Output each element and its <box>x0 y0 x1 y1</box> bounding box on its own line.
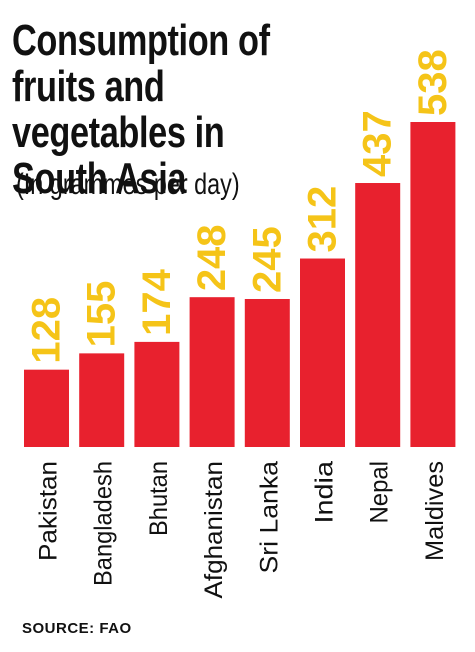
category-label: Maldives <box>421 461 449 561</box>
bar-india <box>300 258 345 447</box>
value-label: 128 <box>25 297 69 364</box>
bar-nepal <box>355 183 401 448</box>
bar-maldives <box>410 122 456 447</box>
value-label: 174 <box>135 268 179 335</box>
bar-bhutan <box>134 341 180 447</box>
value-label: 248 <box>190 224 234 291</box>
bar-pakistan <box>24 369 69 447</box>
source-note: SOURCE: FAO <box>22 620 132 637</box>
value-label: 155 <box>80 281 124 348</box>
category-label: Sri Lanka <box>255 461 283 574</box>
category-label: Bangladesh <box>90 461 118 586</box>
chart-subtitle: (In grammes per day) <box>16 168 240 201</box>
chart-title: Consumption of fruits and vegetables in … <box>12 16 270 203</box>
value-label: 312 <box>301 186 345 253</box>
value-label: 437 <box>356 110 400 177</box>
bar-sri-lanka <box>244 298 290 447</box>
category-label: Bhutan <box>145 461 173 536</box>
category-label: Nepal <box>366 461 394 524</box>
value-label: 538 <box>411 49 455 116</box>
value-label: 245 <box>245 226 289 293</box>
bar-afghanistan <box>189 297 235 447</box>
bar-bangladesh <box>79 353 125 447</box>
category-label: Afghanistan <box>200 461 228 599</box>
category-label: India <box>311 461 339 524</box>
category-label: Pakistan <box>35 461 63 561</box>
